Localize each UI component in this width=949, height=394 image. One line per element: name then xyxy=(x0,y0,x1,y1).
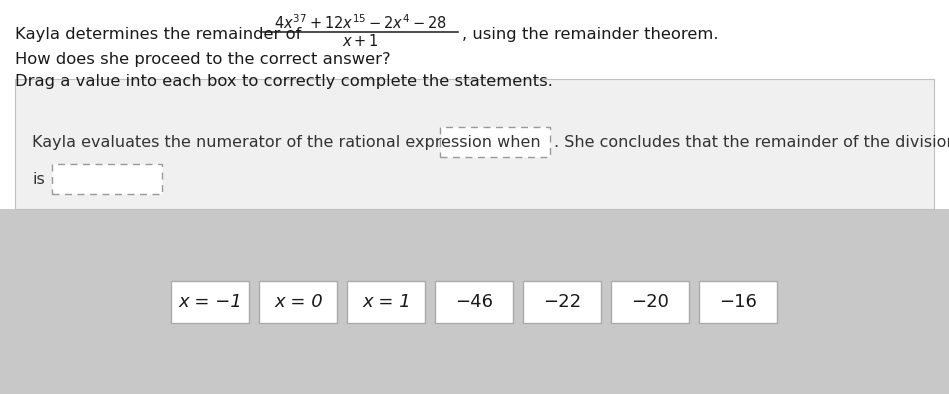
FancyBboxPatch shape xyxy=(699,281,777,323)
Text: Kayla evaluates the numerator of the rational expression when: Kayla evaluates the numerator of the rat… xyxy=(32,134,541,149)
Text: How does she proceed to the correct answer?: How does she proceed to the correct answ… xyxy=(15,52,391,67)
Text: , using the remainder theorem.: , using the remainder theorem. xyxy=(462,26,718,41)
FancyBboxPatch shape xyxy=(524,281,602,323)
FancyBboxPatch shape xyxy=(172,281,250,323)
Text: . She concludes that the remainder of the division: . She concludes that the remainder of th… xyxy=(554,134,949,149)
Text: x = 0: x = 0 xyxy=(274,293,323,311)
FancyBboxPatch shape xyxy=(436,281,513,323)
Text: Kayla determines the remainder of: Kayla determines the remainder of xyxy=(15,26,302,41)
FancyBboxPatch shape xyxy=(15,79,934,209)
Text: is: is xyxy=(32,171,45,186)
Text: Drag a value into each box to correctly complete the statements.: Drag a value into each box to correctly … xyxy=(15,74,553,89)
FancyBboxPatch shape xyxy=(611,281,690,323)
Text: −20: −20 xyxy=(632,293,669,311)
FancyBboxPatch shape xyxy=(440,127,550,157)
Text: −22: −22 xyxy=(544,293,582,311)
FancyBboxPatch shape xyxy=(259,281,338,323)
Text: $x+1$: $x+1$ xyxy=(342,33,379,49)
Text: −46: −46 xyxy=(456,293,493,311)
FancyBboxPatch shape xyxy=(52,164,162,194)
Text: x = 1: x = 1 xyxy=(363,293,411,311)
Text: $4x^{37}+12x^{15}-2x^4-28$: $4x^{37}+12x^{15}-2x^4-28$ xyxy=(273,14,446,32)
Text: x = −1: x = −1 xyxy=(178,293,242,311)
FancyBboxPatch shape xyxy=(347,281,425,323)
FancyBboxPatch shape xyxy=(0,209,949,394)
Text: −16: −16 xyxy=(719,293,757,311)
FancyBboxPatch shape xyxy=(0,0,949,209)
